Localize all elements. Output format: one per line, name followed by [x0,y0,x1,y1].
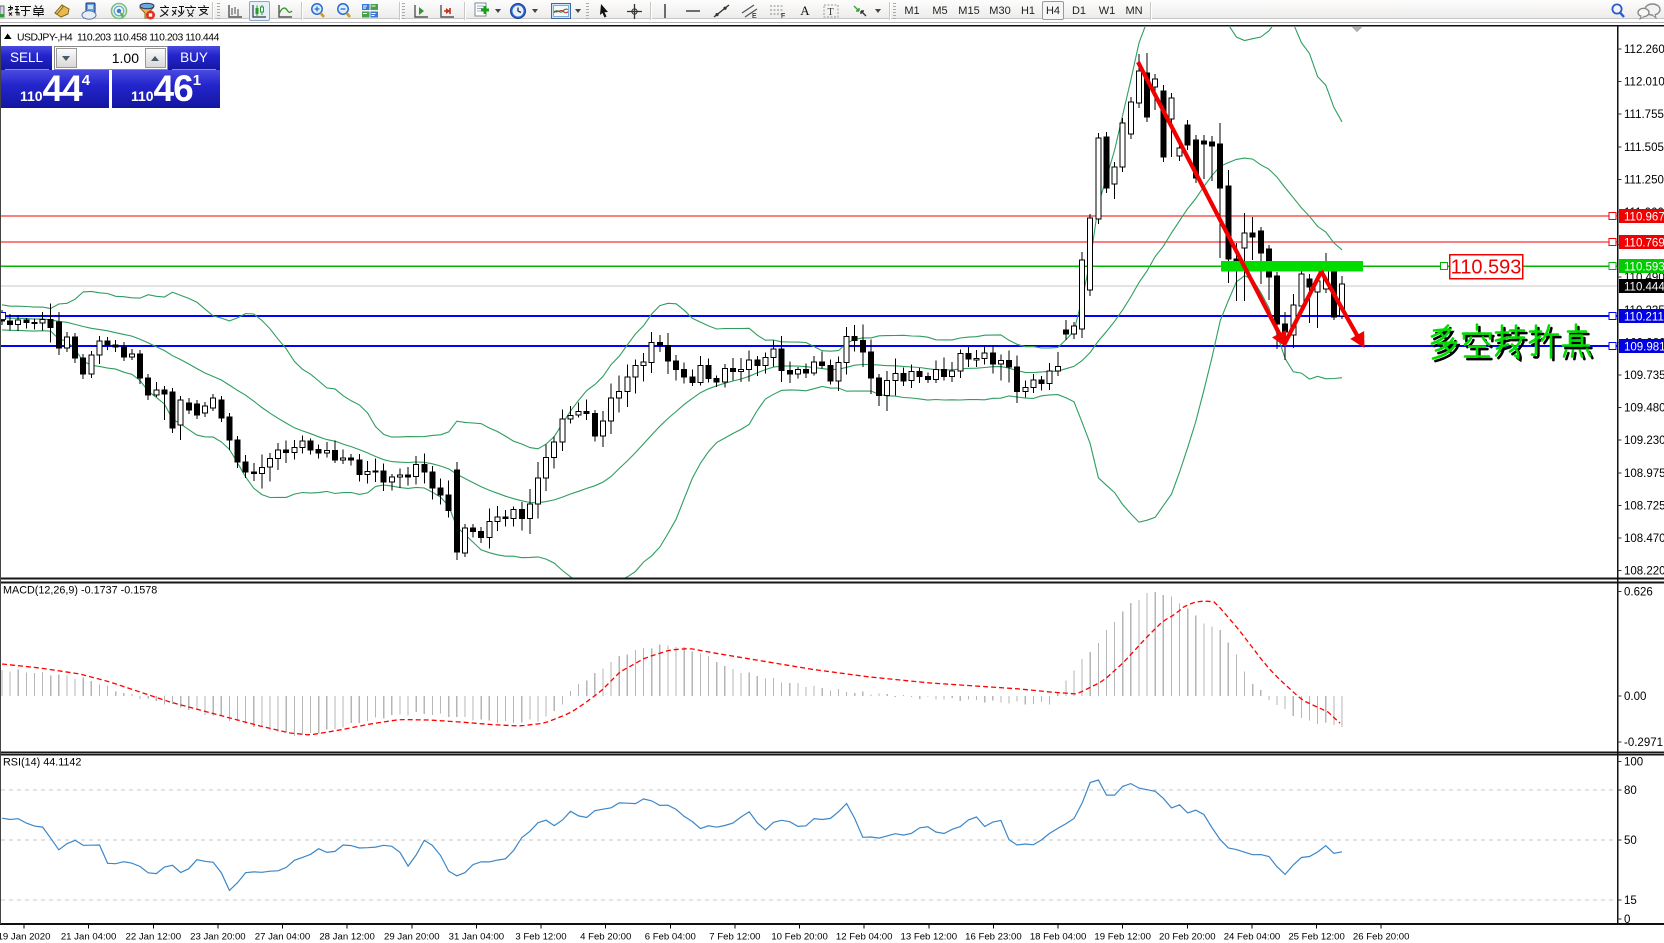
svg-text:109.480: 109.480 [1624,403,1664,415]
svg-text:19 Feb 12:00: 19 Feb 12:00 [1094,932,1151,943]
svg-text:29 Jan 20:00: 29 Jan 20:00 [384,932,439,943]
svg-text:110.211: 110.211 [1624,312,1664,324]
svg-text:USDJPY-,H4 110.203 110.458 11: USDJPY-,H4 110.203 110.458 110.203 110.4… [17,33,220,44]
svg-text:RSI(14) 44.1142: RSI(14) 44.1142 [3,757,81,769]
svg-text:109.981: 109.981 [1624,342,1664,354]
svg-text:16 Feb 23:00: 16 Feb 23:00 [965,932,1022,943]
svg-text:110.593: 110.593 [1451,257,1522,279]
svg-text:13 Feb 12:00: 13 Feb 12:00 [901,932,958,943]
svg-text:111.250: 111.250 [1624,174,1664,186]
svg-text:26 Feb 20:00: 26 Feb 20:00 [1353,932,1410,943]
svg-text:-0.2971: -0.2971 [1624,737,1663,749]
svg-text:112.260: 112.260 [1624,44,1664,56]
svg-text:100: 100 [1624,757,1643,769]
svg-text:15: 15 [1624,895,1637,907]
svg-text:3 Feb 12:00: 3 Feb 12:00 [515,932,566,943]
svg-text:0.00: 0.00 [1624,691,1646,703]
svg-text:24 Feb 04:00: 24 Feb 04:00 [1224,932,1281,943]
svg-text:22 Jan 12:00: 22 Jan 12:00 [126,932,181,943]
svg-text:108.725: 108.725 [1624,500,1664,512]
svg-text:108.220: 108.220 [1624,566,1664,578]
svg-text:F: F [781,13,785,19]
svg-text:50: 50 [1624,835,1637,847]
svg-text:110.593: 110.593 [1624,262,1664,274]
svg-text:MACD(12,26,9) -0.1737 -0.1578: MACD(12,26,9) -0.1737 -0.1578 [3,585,157,597]
svg-text:109.230: 109.230 [1624,435,1664,447]
svg-text:E: E [752,13,757,19]
svg-text:4 Feb 20:00: 4 Feb 20:00 [580,932,631,943]
svg-text:108.470: 108.470 [1624,533,1664,545]
svg-text:18 Feb 04:00: 18 Feb 04:00 [1030,932,1087,943]
svg-text:21 Jan 04:00: 21 Jan 04:00 [61,932,116,943]
svg-text:19 Jan 2020: 19 Jan 2020 [0,932,50,943]
svg-text:10 Feb 20:00: 10 Feb 20:00 [771,932,828,943]
svg-text:23 Jan 20:00: 23 Jan 20:00 [190,932,245,943]
svg-text:20 Feb 20:00: 20 Feb 20:00 [1159,932,1216,943]
svg-text:112.010: 112.010 [1624,77,1664,89]
svg-text:0.626: 0.626 [1624,586,1653,598]
svg-text:110.769: 110.769 [1624,238,1664,250]
svg-text:12 Feb 04:00: 12 Feb 04:00 [836,932,893,943]
svg-text:0: 0 [1624,914,1630,926]
svg-text:6 Feb 04:00: 6 Feb 04:00 [645,932,696,943]
svg-text:108.975: 108.975 [1624,468,1664,480]
svg-text:110.967: 110.967 [1624,212,1664,224]
svg-text:27 Jan 04:00: 27 Jan 04:00 [255,932,310,943]
svg-text:7 Feb 12:00: 7 Feb 12:00 [709,932,760,943]
svg-text:80: 80 [1624,785,1637,797]
svg-text:31 Jan 04:00: 31 Jan 04:00 [449,932,504,943]
svg-text:111.755: 111.755 [1624,109,1664,121]
svg-text:109.735: 109.735 [1624,370,1664,382]
svg-text:110.444: 110.444 [1624,282,1664,294]
svg-text:28 Jan 12:00: 28 Jan 12:00 [319,932,374,943]
svg-text:T: T [828,7,834,18]
svg-text:111.505: 111.505 [1624,142,1664,154]
svg-text:25 Feb 12:00: 25 Feb 12:00 [1288,932,1345,943]
